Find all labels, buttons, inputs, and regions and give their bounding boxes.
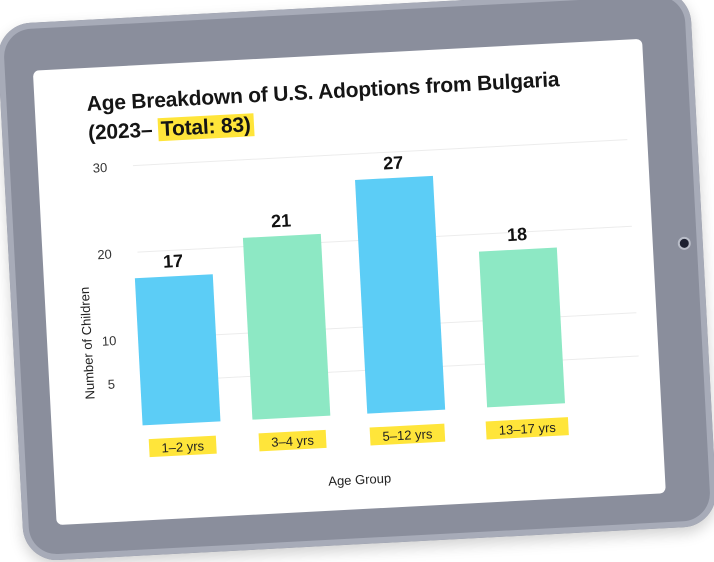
category-label: 13–17 yrs bbox=[498, 420, 556, 438]
y-tick-label: 10 bbox=[101, 333, 116, 349]
bar-4 bbox=[478, 247, 565, 408]
bar-2 bbox=[242, 233, 331, 420]
gridline bbox=[132, 139, 628, 167]
bar-3 bbox=[355, 175, 446, 414]
data-label: 17 bbox=[163, 251, 184, 272]
category-label-highlight bbox=[369, 423, 446, 446]
category-label-highlight bbox=[258, 429, 327, 452]
data-label: 27 bbox=[383, 152, 404, 173]
category-label-highlight bbox=[148, 435, 217, 458]
bar-1 bbox=[134, 274, 221, 426]
bar-chart: 5 10 20 30 17 1–2 yrs 21 3–4 yrs 27 5–12 yrs 18 13–… bbox=[92, 139, 639, 458]
category-label: 5–12 yrs bbox=[382, 426, 433, 444]
data-label: 18 bbox=[507, 224, 528, 245]
y-tick-label: 20 bbox=[97, 246, 112, 262]
tablet-screen: Age Breakdown of U.S. Adoptions from Bul… bbox=[32, 38, 666, 526]
y-tick-label: 30 bbox=[92, 160, 107, 176]
data-label: 21 bbox=[271, 210, 292, 231]
category-label-highlight bbox=[485, 417, 569, 440]
y-tick-label: 5 bbox=[107, 376, 115, 391]
category-label: 1–2 yrs bbox=[161, 438, 205, 455]
category-label: 3–4 yrs bbox=[271, 432, 315, 449]
